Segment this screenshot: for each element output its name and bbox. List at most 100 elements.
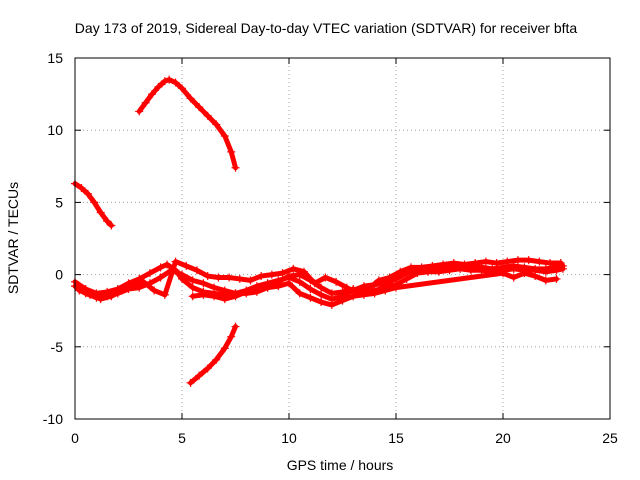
data-point — [77, 183, 86, 192]
data-point — [246, 276, 255, 285]
data-point — [392, 283, 400, 292]
data-point — [188, 292, 197, 301]
data-point — [278, 269, 287, 278]
y-tick-label-4: 10 — [47, 122, 63, 138]
data-point — [509, 273, 518, 282]
data-point — [374, 276, 383, 285]
data-point — [220, 131, 229, 140]
data-point — [428, 261, 437, 270]
data-point — [186, 378, 195, 387]
data-point — [503, 257, 512, 266]
data-point — [160, 77, 169, 86]
data-point — [227, 147, 236, 156]
data-point — [541, 276, 550, 285]
data-point — [107, 292, 116, 301]
data-point — [160, 290, 169, 299]
data-point — [434, 267, 443, 276]
axis-ticks: 0 5 10 15 20 25 -10 -5 0 5 10 15 — [43, 50, 618, 446]
data-point — [370, 289, 379, 298]
data-point — [188, 283, 197, 292]
x-tick-label-4: 20 — [495, 430, 511, 446]
data-point — [267, 270, 276, 279]
data-point — [492, 259, 501, 268]
data-point — [135, 107, 144, 116]
x-tick-label-1: 5 — [178, 430, 186, 446]
data-point — [424, 267, 433, 276]
chart-title: Day 173 of 2019, Sidereal Day-to-day VTE… — [75, 20, 578, 36]
data-point — [558, 264, 567, 273]
data-point — [85, 290, 94, 299]
data-point — [552, 266, 561, 275]
y-axis-title: SDTVAR / TECUs — [5, 182, 21, 294]
data-point — [477, 266, 486, 275]
data-point — [285, 279, 293, 288]
data-point — [406, 263, 415, 272]
data-point — [327, 300, 336, 309]
data-point — [195, 371, 204, 380]
series-trace — [190, 270, 559, 308]
data-point — [546, 259, 555, 268]
data-point — [402, 274, 411, 283]
data-point — [220, 344, 229, 353]
y-tick-label-3: 5 — [55, 194, 63, 210]
grid-lines — [75, 58, 610, 419]
data-point — [178, 270, 186, 279]
data-point — [460, 260, 469, 269]
data-point — [349, 292, 358, 301]
y-tick-label-0: -10 — [43, 411, 63, 427]
series-band-c — [75, 256, 565, 304]
data-point — [186, 94, 195, 103]
data-point — [338, 296, 347, 305]
data-point — [466, 266, 475, 275]
data-point — [289, 264, 298, 273]
data-point — [199, 290, 208, 299]
x-tick-label-3: 15 — [388, 430, 404, 446]
data-point — [327, 289, 336, 298]
data-point — [381, 286, 390, 295]
data-point — [524, 256, 533, 265]
data-point — [128, 280, 137, 289]
data-point — [481, 257, 490, 266]
data-point — [295, 277, 304, 286]
data-point — [509, 264, 518, 273]
data-point — [203, 364, 212, 373]
x-tick-label-5: 25 — [602, 430, 618, 446]
data-point — [141, 98, 150, 107]
data-point — [192, 266, 201, 275]
data-point — [148, 90, 157, 99]
data-point — [449, 259, 458, 268]
data-point — [385, 273, 394, 282]
data-point — [359, 290, 368, 299]
data-point — [150, 286, 159, 295]
data-point — [396, 267, 405, 276]
data-point — [531, 272, 540, 281]
data-points — [71, 75, 567, 387]
data-point — [188, 276, 197, 285]
x-axis-title: GPS time / hours — [287, 457, 394, 473]
series-band-d — [188, 269, 561, 309]
data-point — [299, 267, 308, 276]
data-point — [552, 274, 561, 283]
data-point — [274, 282, 283, 291]
series-trace — [72, 181, 114, 229]
x-tick-label-0: 0 — [71, 430, 79, 446]
data-point — [165, 75, 174, 84]
y-tick-label-2: 0 — [55, 267, 63, 283]
data-point — [445, 266, 454, 275]
data-point — [203, 272, 212, 281]
data-point — [220, 295, 229, 304]
data-point — [145, 269, 154, 278]
data-point — [178, 84, 186, 93]
data-point — [75, 286, 84, 295]
data-point — [90, 198, 99, 207]
data-point — [321, 273, 330, 282]
y-tick-label-5: 15 — [47, 50, 63, 66]
data-point — [203, 111, 212, 120]
series-trace — [188, 324, 238, 386]
data-point — [541, 267, 550, 276]
data-point — [338, 287, 347, 296]
data-point — [317, 283, 326, 292]
data-point — [210, 283, 219, 292]
data-point — [118, 286, 127, 295]
